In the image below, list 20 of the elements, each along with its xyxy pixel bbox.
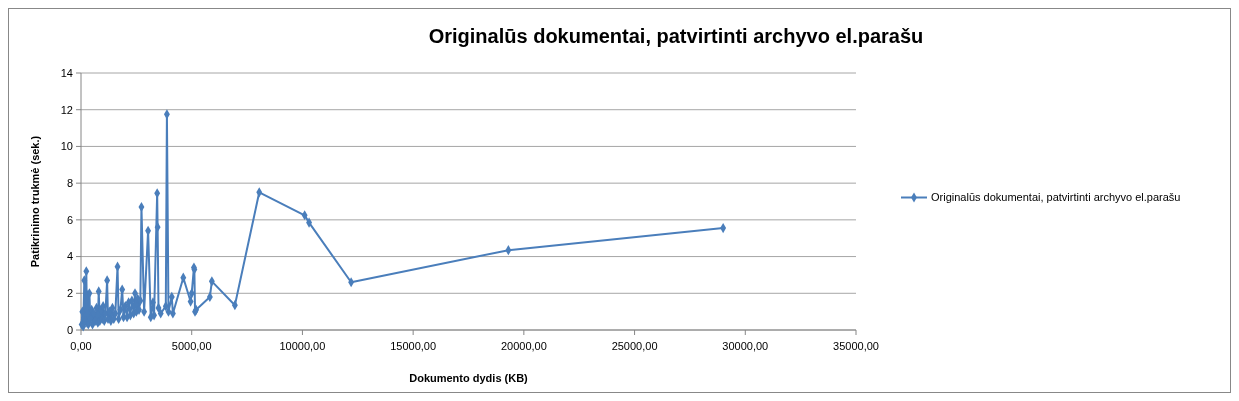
x-tick-label: 25000,00 (611, 340, 658, 352)
legend-label: Originalūs dokumentai, patvirtinti archyvo el.parašu (931, 191, 1181, 204)
x-tick-label: 10000,00 (279, 340, 326, 352)
x-tick-label: 15000,00 (390, 340, 437, 352)
y-tick-label: 10 (60, 140, 73, 153)
y-tick-label: 12 (60, 103, 73, 116)
x-tick-label: 5000,00 (171, 340, 212, 352)
y-tick-label: 4 (66, 250, 73, 263)
x-axis-title: Dokumento dydis (KB) (409, 372, 529, 384)
y-tick-label: 14 (60, 66, 73, 79)
x-tick-label: 30000,00 (722, 340, 769, 352)
x-tick-label: 0,00 (70, 340, 92, 352)
y-tick-label: 2 (66, 287, 73, 300)
chart-title: Originalūs dokumentai, patvirtinti archyvo el.parašu (428, 25, 924, 47)
y-tick-label: 8 (66, 176, 73, 189)
y-axis-title: Patikrinimo trukmė (sek.) (29, 135, 41, 268)
y-tick-label: 0 (66, 323, 73, 336)
x-tick-label: 20000,00 (500, 340, 547, 352)
x-tick-label: 35000,00 (833, 340, 879, 352)
y-tick-label: 6 (66, 213, 73, 226)
